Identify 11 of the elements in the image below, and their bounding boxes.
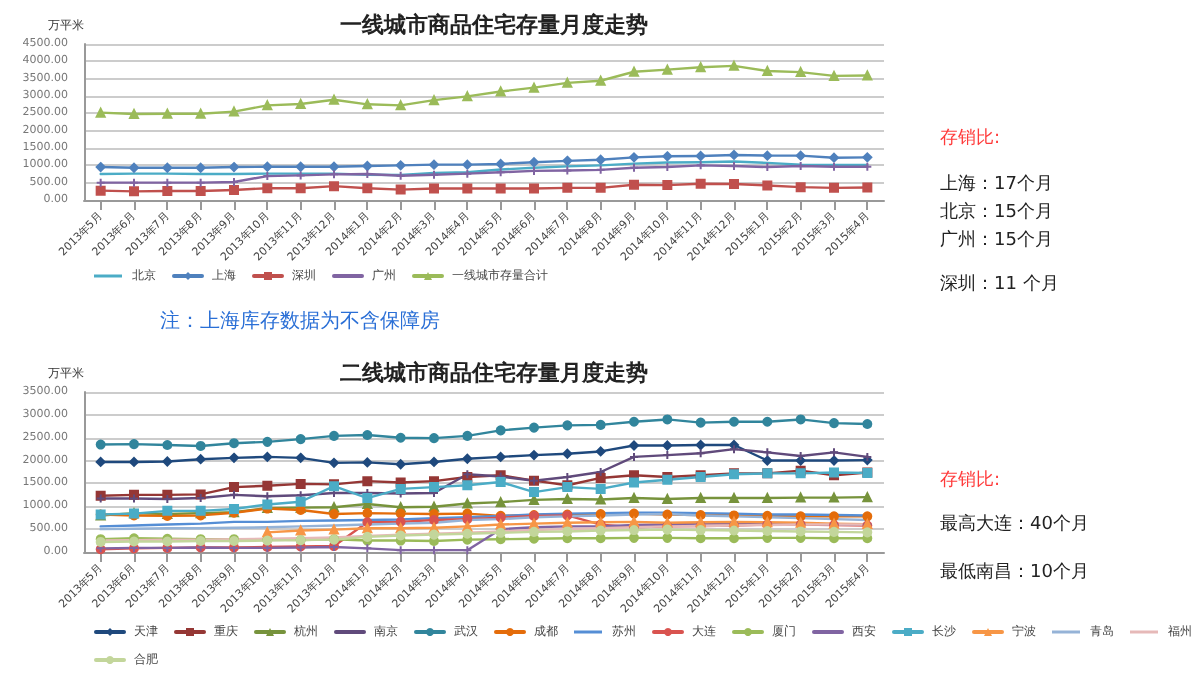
text: 最低南昌：10个月	[940, 561, 1089, 583]
text: 注：上海库存数据为不含保障房	[160, 309, 440, 333]
text: 深圳：11 个月	[940, 273, 1059, 295]
text: 最高大连：40个月	[940, 513, 1089, 535]
text: 上海：17个月	[940, 173, 1053, 195]
chart-title: 一线城市商品住宅存量月度走势	[340, 12, 648, 38]
text: 北京：15个月	[940, 201, 1053, 223]
text: 存销比:	[940, 469, 1001, 491]
text: 广州：15个月	[940, 229, 1053, 251]
text: 存销比:	[940, 127, 1001, 149]
chart-title: 二线城市商品住宅存量月度走势	[340, 360, 648, 386]
